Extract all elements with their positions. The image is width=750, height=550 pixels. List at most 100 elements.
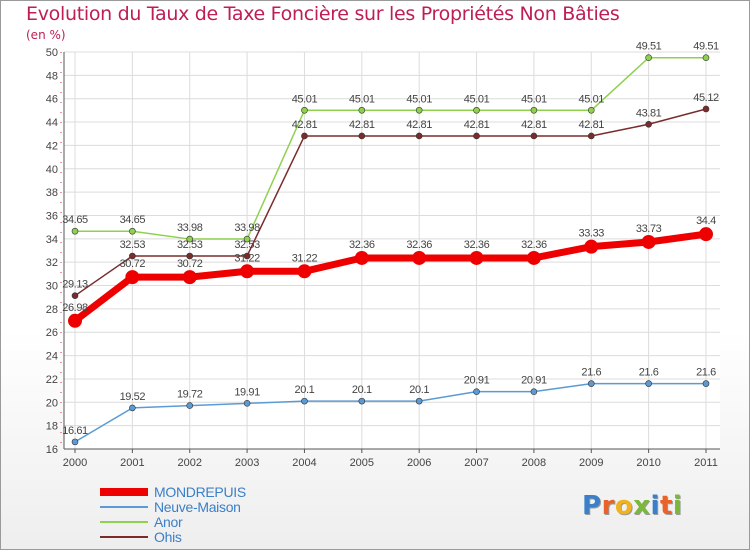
x-tick-label: 2005 [350,457,374,469]
x-tick-label: 2011 [694,457,718,469]
data-point-anor [358,106,366,114]
data-point-ohis [129,252,136,260]
data-label-ohis: 32.53 [120,239,146,251]
legend-swatch [100,535,148,538]
legend-label: MONDREPUIS [154,483,246,500]
series-line-anor [74,56,707,240]
data-point-neuve-maison [186,402,194,409]
data-point-anor [129,227,136,235]
data-point-neuve-maison [71,438,79,446]
y-tick-label: 40 [46,164,58,176]
data-point-anor [243,235,251,243]
legend-swatch [100,505,148,508]
data-label-ohis: 42.81 [406,119,432,131]
y-tick-label: 38 [46,187,58,199]
data-point-mondrepuis [182,270,197,285]
data-label-neuve-maison: 16.61 [62,425,88,437]
data-label-neuve-maison: 19.52 [120,391,146,403]
y-axis-unit-label: (en %) [26,28,66,42]
data-label-mondrepuis: 33.33 [579,228,605,240]
logo-letter: r [601,491,615,521]
data-point-ohis [645,120,652,128]
data-label-anor: 45.01 [521,93,547,105]
data-point-ohis [473,132,480,140]
data-point-mondrepuis [584,239,599,254]
legend: MONDREPUIS Neuve-Maison Anor Ohis [100,483,246,545]
data-label-anor: 45.01 [464,93,490,105]
data-point-neuve-maison [243,400,251,407]
legend-swatch [100,520,148,523]
data-label-anor: 49.51 [693,41,719,53]
data-label-ohis: 42.81 [292,119,318,131]
data-point-anor [186,235,194,243]
data-label-neuve-maison: 20.91 [521,375,547,387]
data-label-anor: 33.98 [234,222,260,234]
x-tick-label: 2001 [120,457,144,469]
data-label-neuve-maison: 21.6 [696,367,716,379]
data-point-mondrepuis [469,250,484,265]
chart-title: Evolution du Taux de Taxe Foncière sur l… [26,3,620,25]
x-tick-label: 2008 [522,457,546,469]
x-tick-label: 2002 [177,457,201,469]
data-point-neuve-maison [702,380,710,387]
data-point-neuve-maison [645,380,652,387]
data-label-ohis: 42.81 [521,119,547,131]
x-tick-label: 2010 [636,457,660,469]
legend-swatch [100,487,148,496]
data-point-mondrepuis [68,313,82,328]
data-label-anor: 45.01 [406,93,432,105]
data-label-ohis: 43.81 [636,107,662,119]
data-label-mondrepuis: 30.72 [177,258,203,270]
data-label-neuve-maison: 20.91 [464,375,490,387]
data-point-ohis [186,252,194,260]
data-label-mondrepuis: 26.98 [62,302,88,314]
data-point-neuve-maison [358,397,366,405]
data-label-anor: 45.01 [292,93,318,105]
y-tick-label: 42 [46,140,58,152]
data-point-anor [473,106,480,114]
data-label-mondrepuis: 31.22 [234,252,260,264]
data-point-ohis [358,132,366,140]
data-label-mondrepuis: 33.73 [636,223,662,235]
y-tick-label: 26 [46,327,58,339]
data-point-mondrepuis [297,264,312,279]
data-point-anor [301,106,308,114]
data-point-ohis [702,105,710,113]
x-tick-label: 2004 [292,457,316,469]
legend-label: Neuve-Maison [154,498,241,515]
x-tick-label: 2000 [63,457,87,469]
data-label-anor: 45.01 [579,93,605,105]
x-tick-label: 2007 [464,457,488,469]
data-label-anor: 49.51 [636,41,662,53]
data-point-mondrepuis [641,234,656,249]
data-point-anor [530,106,538,114]
legend-label: Ohis [154,528,182,545]
data-point-neuve-maison [129,404,136,412]
data-point-neuve-maison [415,397,423,405]
legend-item-anor: Anor [100,514,246,530]
y-tick-label: 44 [46,117,58,129]
data-label-neuve-maison: 21.6 [639,367,659,379]
data-label-anor: 45.01 [349,93,375,105]
data-point-ohis [71,292,79,299]
data-point-mondrepuis [125,270,140,285]
data-label-ohis: 42.81 [349,119,375,131]
data-point-ohis [243,252,251,260]
data-point-neuve-maison [530,388,538,395]
x-tick-label: 2009 [579,457,603,469]
logo-letter: P [582,491,602,521]
y-tick-label: 30 [46,281,58,293]
data-point-ohis [587,132,595,140]
data-point-anor [587,106,595,114]
legend-item-mondrepuis: MONDREPUIS [100,483,246,500]
data-label-neuve-maison: 20.1 [352,384,372,396]
series-line-ohis [74,108,707,297]
logo-letter: i [672,491,683,521]
data-point-mondrepuis [412,250,427,265]
y-tick-label: 32 [46,257,58,269]
legend-item-ohis: Ohis [100,528,246,545]
data-point-neuve-maison [587,380,595,387]
data-point-ohis [530,132,538,140]
legend-item-neuve-maison: Neuve-Maison [100,498,246,515]
